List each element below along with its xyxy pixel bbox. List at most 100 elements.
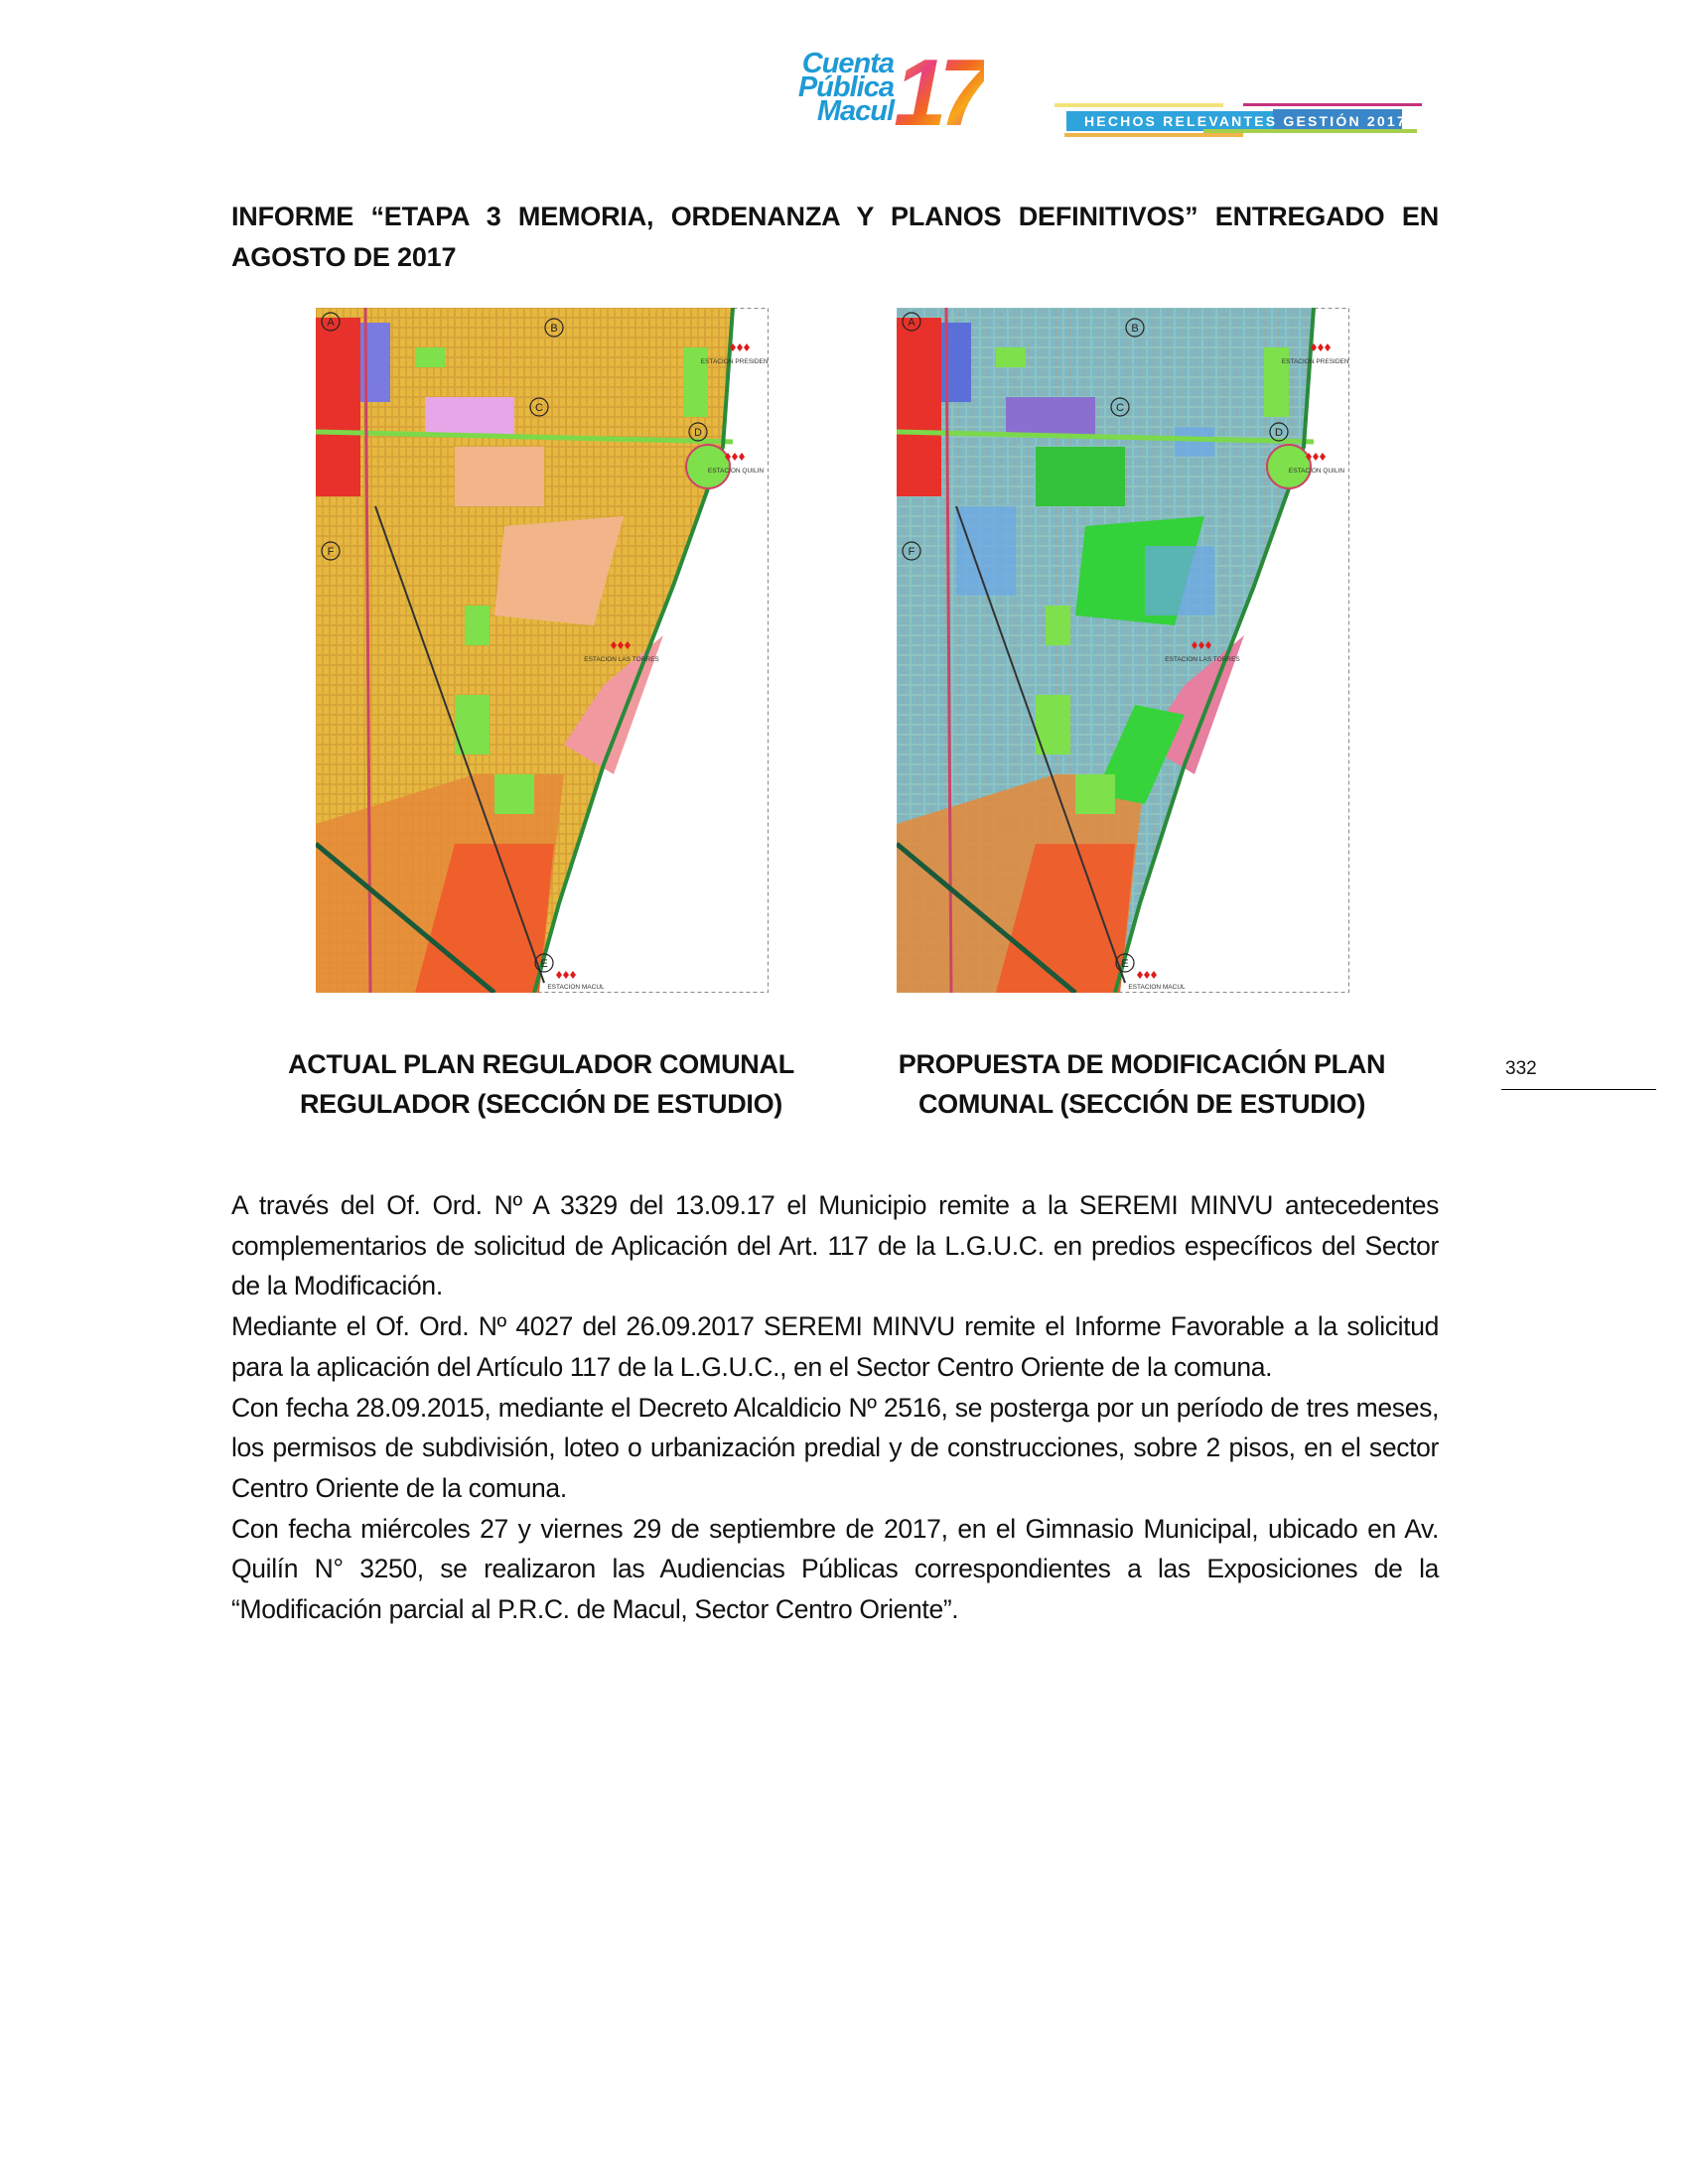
section-marker	[1115, 953, 1135, 973]
body-text: A través del Of. Ord. Nº A 3329 del 13.0…	[231, 1185, 1439, 1630]
station-icon	[1192, 641, 1197, 649]
section-marker	[544, 318, 564, 338]
canal	[316, 842, 496, 993]
map-current-plan: A B C D F E ESTACION PRESIDENTES ESTACION QUILI…	[316, 308, 769, 993]
station-label: ESTACION LAS TORRES	[584, 656, 659, 663]
section-letter: E	[540, 958, 547, 970]
zone-ze	[1095, 705, 1185, 804]
section-letter: A	[327, 317, 335, 329]
road	[374, 505, 545, 984]
header-banner: HECHOS RELEVANTES GESTIÓN 2017	[1055, 103, 1426, 137]
zone-zm4	[455, 447, 544, 506]
zone-zm	[425, 397, 514, 437]
green-area	[494, 774, 534, 814]
station-icon	[570, 971, 576, 979]
caption-proposed-plan: PROPUESTA DE MODIFICACIÓN PLAN COMUNAL (…	[864, 1044, 1420, 1124]
metro-line	[1113, 308, 1316, 993]
station-icon	[737, 343, 743, 351]
station-icon	[744, 343, 750, 351]
logo-line: Cuenta	[801, 48, 895, 79]
section-marker	[902, 312, 921, 332]
station-label: ESTACION QUILIN	[1289, 468, 1345, 475]
section-letter: C	[535, 402, 543, 414]
zone-zm	[1006, 397, 1095, 437]
section-marker	[321, 541, 341, 561]
station-icon	[1306, 453, 1312, 461]
caption-line: ACTUAL PLAN REGULADOR COMUNAL	[288, 1049, 794, 1079]
station-icon	[556, 971, 562, 979]
station-icon	[1325, 343, 1331, 351]
section-marker	[1110, 397, 1130, 417]
station-icon	[1137, 971, 1143, 979]
station-icon	[1151, 971, 1157, 979]
green-area	[683, 347, 708, 417]
green-area	[996, 347, 1026, 367]
section-letter: D	[1275, 427, 1283, 439]
station-label: ESTACION QUILIN	[708, 468, 765, 475]
blue-zone	[956, 506, 1016, 596]
station-icon	[563, 971, 569, 979]
caption-line: COMUNAL (SECCIÓN DE ESTUDIO)	[917, 1089, 1366, 1119]
station-icon	[1311, 343, 1317, 351]
page-number-rule	[1501, 1089, 1656, 1090]
section-letter: E	[1121, 958, 1128, 970]
green-area	[1046, 606, 1070, 645]
page-number: 332	[1505, 1058, 1537, 1079]
zone-red-west	[316, 318, 360, 496]
section-marker	[534, 953, 554, 973]
section-marker	[529, 397, 549, 417]
metro-line	[532, 308, 735, 993]
station-icon	[725, 453, 731, 461]
station-label: ESTACION PRESIDENTES	[1282, 358, 1349, 365]
station-icon	[618, 641, 624, 649]
station-icon	[1205, 641, 1211, 649]
road-green	[897, 429, 1315, 445]
logo-year: 17	[894, 40, 992, 146]
logo-line: Macul	[816, 95, 895, 127]
station-icon	[611, 641, 617, 649]
map-proposed-plan: A B C D F E ESTACION PRESIDENTES ESTACION QUILI…	[897, 308, 1349, 993]
green-area	[415, 347, 445, 367]
blue-zone	[1145, 546, 1214, 615]
caption-current-plan: ACTUAL PLAN REGULADOR COMUNAL REGULADOR …	[263, 1044, 819, 1124]
station-label: ESTACION MACUL	[1128, 984, 1186, 991]
cuenta-publica-logo: Cuenta Pública Macul 17	[776, 46, 1035, 143]
station-label: ESTACION LAS TORRES	[1165, 656, 1240, 663]
section-marker	[1269, 422, 1289, 442]
roundabout	[1266, 444, 1312, 489]
station-label: ESTACION PRESIDENTES	[701, 358, 769, 365]
road	[944, 308, 953, 993]
station-icon	[1313, 453, 1319, 461]
section-letter: C	[1116, 402, 1124, 414]
logo-text: Cuenta Pública Macul	[776, 48, 895, 127]
blue-zone	[1175, 427, 1214, 457]
green-area	[1264, 347, 1289, 417]
station-icon	[1318, 343, 1324, 351]
section-marker	[1125, 318, 1145, 338]
station-icon	[1320, 453, 1326, 461]
green-area	[1075, 774, 1115, 814]
station-icon	[739, 453, 745, 461]
section-marker	[902, 541, 921, 561]
caption-line: PROPUESTA DE MODIFICACIÓN PLAN	[898, 1049, 1386, 1079]
paragraph: Con fecha miércoles 27 y viernes 29 de s…	[231, 1513, 1439, 1625]
station-label: ESTACION MACUL	[547, 984, 605, 991]
station-icon	[1198, 641, 1204, 649]
zone-red-west	[897, 318, 941, 496]
roundabout	[685, 444, 731, 489]
station-icon	[730, 343, 736, 351]
caption-line: REGULADOR (SECCIÓN DE ESTUDIO)	[299, 1089, 783, 1119]
road-green	[316, 429, 734, 445]
section-letter: B	[1131, 323, 1138, 335]
paragraph: Con fecha 28.09.2015, mediante el Decret…	[231, 1392, 1439, 1503]
section-letter: D	[694, 427, 702, 439]
station-icon	[1144, 971, 1150, 979]
road	[955, 505, 1126, 984]
station-icon	[625, 641, 631, 649]
zone-zm4	[1036, 447, 1125, 506]
road	[363, 308, 372, 993]
banner-label: HECHOS RELEVANTES GESTIÓN 2017	[1084, 113, 1407, 129]
section-heading: INFORME “ETAPA 3 MEMORIA, ORDENANZA Y PL…	[231, 202, 1439, 272]
zone-zm4-b	[494, 516, 624, 625]
section-letter: B	[550, 323, 557, 335]
